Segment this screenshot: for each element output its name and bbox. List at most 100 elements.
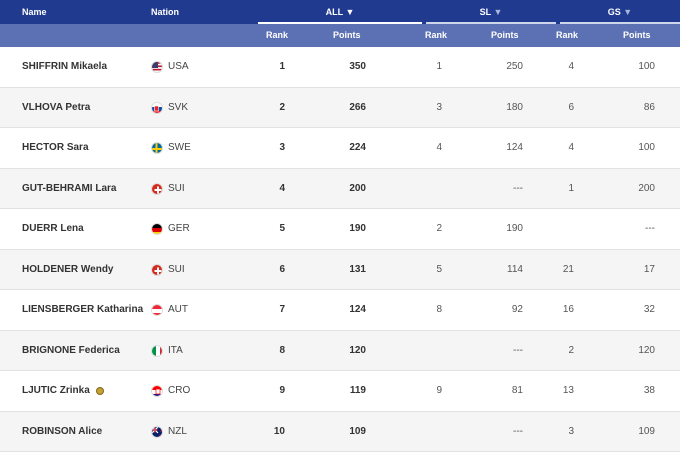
gs-points: 17	[643, 263, 655, 275]
medal-icon	[96, 387, 104, 395]
table-row[interactable]: DUERR Lena GER 5 190 2 190 ---	[0, 209, 680, 250]
nation-code: USA	[168, 61, 189, 72]
gs-points: 86	[643, 101, 655, 113]
gs-points: ---	[645, 223, 655, 234]
nation-code: AUT	[168, 304, 188, 315]
gs-rank: 13	[562, 385, 574, 396]
group-sl-label: SL	[479, 7, 491, 17]
sl-points: ---	[513, 425, 523, 437]
svk-flag-icon	[151, 101, 163, 114]
table-row[interactable]: HOLDENER Wendy SUI 6 131 5 114 21 17	[0, 249, 680, 290]
group-sl-header[interactable]: SL ▼	[426, 0, 556, 24]
table-row[interactable]: VLHOVA Petra SVK 2 266 3 180 6 86	[0, 87, 680, 128]
header-row-groups: Name Nation ALL ▼ SL ▼ GS ▼	[0, 0, 680, 24]
table-row[interactable]: HECTOR Sara SWE 3 224 4 124 4 100	[0, 128, 680, 169]
gs-rank: 16	[562, 304, 574, 315]
ger-flag-icon	[151, 223, 163, 235]
header-row-columns: Rank Points Rank Points Rank Points	[0, 24, 680, 47]
athlete-name-link[interactable]: LJUTIC Zrinka	[22, 385, 90, 396]
usa-flag-icon	[151, 61, 163, 73]
cro-flag-icon	[151, 385, 163, 397]
athlete-name-link[interactable]: DUERR Lena	[22, 223, 84, 234]
sl-rank-header[interactable]: Rank	[425, 30, 448, 40]
gs-rank: 3	[568, 425, 574, 437]
nation-code: CRO	[168, 385, 191, 396]
gs-points: 109	[638, 425, 655, 437]
all-rank: 10	[273, 425, 285, 437]
group-gs-header[interactable]: GS ▼	[560, 0, 680, 24]
table-row[interactable]: LIENSBERGER Katharina AUT 7 124 8 92 16 32	[0, 290, 680, 331]
table-row[interactable]: BRIGNONE Federica ITA 8 120 --- 2 120	[0, 330, 680, 371]
athlete-name-link[interactable]: BRIGNONE Federica	[22, 344, 120, 356]
all-rank: 2	[279, 101, 285, 113]
all-points: 109	[349, 425, 366, 437]
all-points: 190	[349, 223, 366, 234]
all-points: 119	[349, 385, 366, 396]
sort-down-icon: ▼	[493, 7, 503, 17]
sl-rank: 2	[436, 223, 442, 234]
ita-flag-icon	[151, 344, 163, 357]
sui-flag-icon	[151, 182, 163, 195]
all-points: 350	[349, 61, 366, 72]
sl-rank: 8	[436, 304, 442, 315]
group-gs-label: GS	[607, 7, 621, 17]
sl-rank: 1	[436, 61, 442, 72]
sl-points: ---	[513, 182, 523, 194]
gs-points: 38	[643, 385, 655, 396]
sl-points: 180	[506, 101, 523, 113]
sl-points: 81	[511, 385, 523, 396]
nation-code: NZL	[168, 425, 187, 437]
athlete-name-link[interactable]: HECTOR Sara	[22, 142, 89, 153]
sl-rank: 3	[436, 101, 442, 113]
table-row[interactable]: SHIFFRIN Mikaela USA 1 350 1 250 4 100	[0, 47, 680, 88]
col-nation-header[interactable]: Nation	[151, 7, 179, 17]
gs-rank: 21	[562, 263, 574, 275]
gs-rank: 4	[568, 61, 574, 72]
sl-points: 124	[506, 142, 523, 153]
athlete-name-link[interactable]: GUT-BEHRAMI Lara	[22, 182, 117, 194]
all-points: 124	[349, 304, 366, 315]
sl-points-header[interactable]: Points	[491, 30, 519, 40]
gs-points: 100	[638, 61, 655, 72]
table-row[interactable]: ROBINSON Alice NZL 10 109 --- 3 109	[0, 411, 680, 452]
nzl-flag-icon	[151, 425, 163, 438]
all-rank: 1	[279, 61, 285, 72]
sort-down-icon: ▼	[345, 7, 355, 17]
nation-code: GER	[168, 223, 190, 234]
nation-code: ITA	[168, 344, 183, 356]
sl-points: 92	[511, 304, 523, 315]
all-points-header[interactable]: Points	[333, 30, 361, 40]
all-rank: 7	[279, 304, 285, 315]
gs-points-header[interactable]: Points	[623, 30, 651, 40]
athlete-name-link[interactable]: VLHOVA Petra	[22, 101, 91, 113]
athlete-name-link[interactable]: SHIFFRIN Mikaela	[22, 61, 108, 72]
table-row[interactable]: GUT-BEHRAMI Lara SUI 4 200 --- 1 200	[0, 168, 680, 209]
table-row[interactable]: LJUTIC Zrinka CRO 9 119 9 81 13 38	[0, 371, 680, 412]
gs-points: 200	[638, 182, 655, 194]
group-all-header[interactable]: ALL ▼	[258, 0, 422, 24]
all-points: 200	[349, 182, 366, 194]
all-points: 131	[349, 263, 366, 275]
all-rank: 4	[279, 182, 285, 194]
nation-code: SWE	[168, 142, 191, 153]
athlete-name-link[interactable]: HOLDENER Wendy	[22, 263, 114, 275]
col-name-header[interactable]: Name	[22, 7, 47, 17]
all-rank: 9	[279, 385, 285, 396]
athlete-name-link[interactable]: ROBINSON Alice	[22, 425, 103, 437]
gs-rank-header[interactable]: Rank	[556, 30, 579, 40]
all-rank-header[interactable]: Rank	[266, 30, 289, 40]
all-rank: 8	[279, 344, 285, 356]
sl-points: ---	[513, 344, 523, 356]
sl-points: 190	[506, 223, 523, 234]
sl-rank: 4	[436, 142, 442, 153]
sl-rank: 9	[436, 385, 442, 396]
aut-flag-icon	[151, 304, 163, 316]
sl-rank: 5	[436, 263, 442, 275]
nation-code: SUI	[168, 263, 185, 275]
sui-flag-icon	[151, 263, 163, 276]
sl-points: 114	[507, 263, 523, 275]
nation-code: SVK	[168, 101, 189, 113]
athlete-name-link[interactable]: LIENSBERGER Katharina	[22, 304, 144, 315]
swe-flag-icon	[151, 142, 163, 154]
